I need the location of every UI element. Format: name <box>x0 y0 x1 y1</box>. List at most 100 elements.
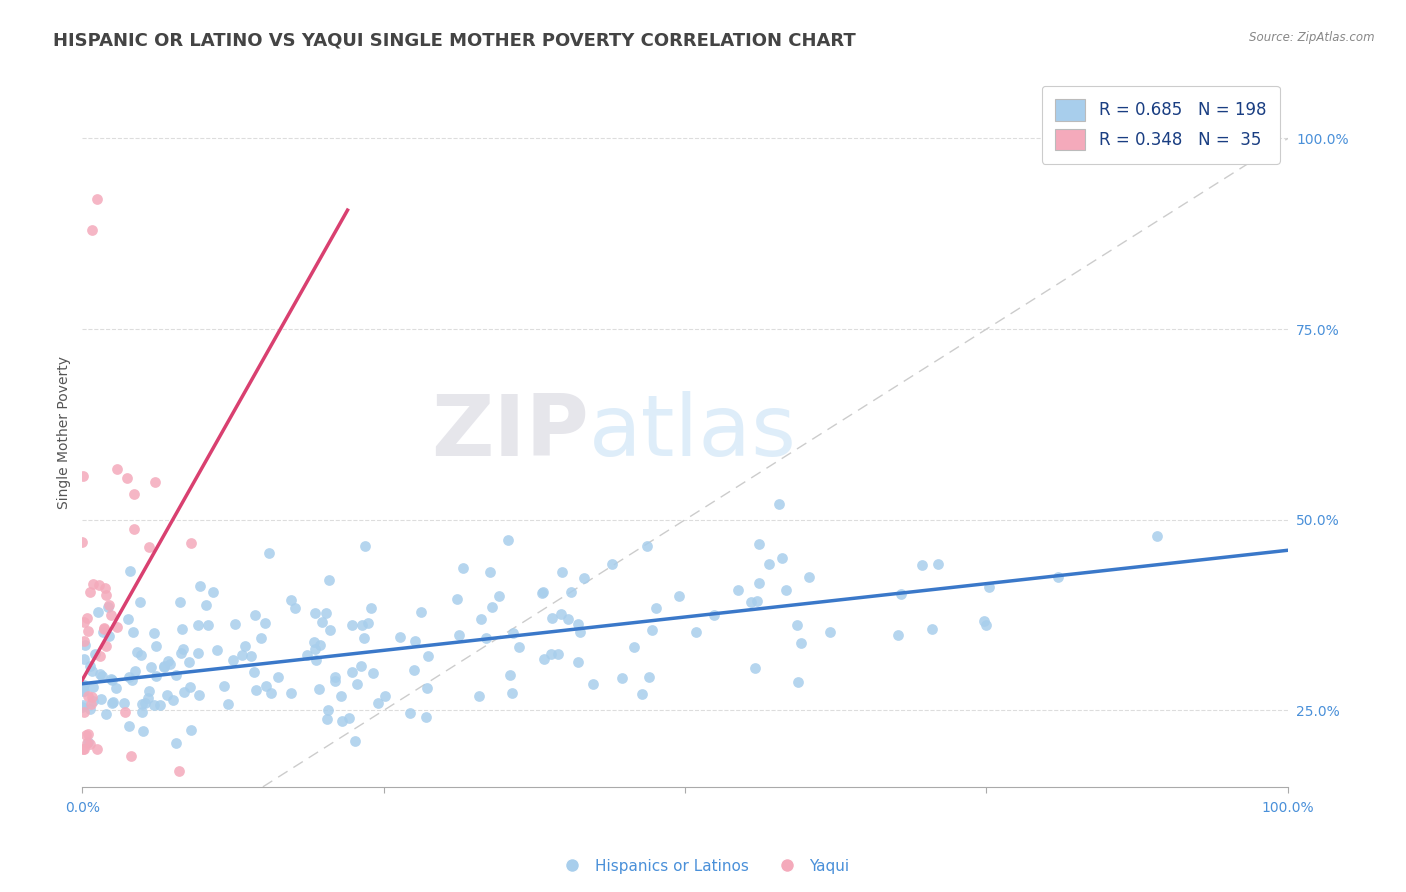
Point <box>744 661 766 675</box>
Point <box>72 741 94 756</box>
Point <box>316 703 339 717</box>
Point <box>172 642 194 657</box>
Point <box>162 693 184 707</box>
Point <box>72 680 94 694</box>
Point <box>169 595 191 609</box>
Point <box>134 696 156 710</box>
Point <box>132 723 155 738</box>
Point <box>350 618 373 632</box>
Point <box>188 579 211 593</box>
Point <box>531 584 554 599</box>
Point <box>551 565 574 579</box>
Point <box>374 689 396 703</box>
Point <box>250 631 273 645</box>
Point <box>323 674 346 689</box>
Point <box>703 608 725 623</box>
Point <box>245 683 267 698</box>
Point <box>93 622 115 636</box>
Point <box>114 705 136 719</box>
Point <box>447 628 470 642</box>
Point <box>758 557 780 571</box>
Point <box>121 673 143 688</box>
Text: Source: ZipAtlas.com: Source: ZipAtlas.com <box>1250 31 1375 45</box>
Point <box>481 600 503 615</box>
Point <box>254 679 277 693</box>
Point <box>131 705 153 719</box>
Point <box>1046 570 1069 584</box>
Point <box>75 638 97 652</box>
Point <box>122 522 145 536</box>
Point <box>156 654 179 668</box>
Point <box>567 655 589 669</box>
Point <box>145 639 167 653</box>
Point <box>94 706 117 721</box>
Point <box>790 636 813 650</box>
Point <box>973 615 995 629</box>
Point <box>890 587 912 601</box>
Text: atlas: atlas <box>589 391 797 474</box>
Point <box>976 617 998 632</box>
Point <box>748 537 770 551</box>
Point <box>568 624 591 639</box>
Point <box>318 574 340 588</box>
Point <box>122 624 145 639</box>
Point <box>567 617 589 632</box>
Point <box>170 646 193 660</box>
Point <box>118 564 141 578</box>
Point <box>167 764 190 779</box>
Point <box>363 666 385 681</box>
Legend: Hispanics or Latinos, Yaqui: Hispanics or Latinos, Yaqui <box>550 853 856 880</box>
Point <box>308 682 330 697</box>
Point <box>581 677 603 691</box>
Point <box>72 699 94 714</box>
Point <box>550 607 572 621</box>
Legend: R = 0.685   N = 198, R = 0.348   N =  35: R = 0.685 N = 198, R = 0.348 N = 35 <box>1042 86 1279 163</box>
Point <box>267 670 290 684</box>
Point <box>508 640 530 655</box>
Point <box>399 706 422 720</box>
Point <box>367 697 389 711</box>
Point <box>79 737 101 751</box>
Point <box>72 698 94 713</box>
Point <box>560 585 582 599</box>
Point <box>97 629 120 643</box>
Point <box>194 598 217 612</box>
Point <box>122 487 145 501</box>
Point <box>911 558 934 573</box>
Point <box>242 665 264 680</box>
Point <box>927 558 949 572</box>
Point <box>165 667 187 681</box>
Point <box>179 680 201 694</box>
Point <box>479 566 502 580</box>
Point <box>304 606 326 620</box>
Point <box>740 595 762 609</box>
Point <box>76 689 98 703</box>
Point <box>496 533 519 548</box>
Point <box>501 686 523 700</box>
Point <box>138 540 160 554</box>
Point <box>89 648 111 663</box>
Point <box>91 625 114 640</box>
Point <box>100 607 122 622</box>
Point <box>79 585 101 599</box>
Point <box>557 612 579 626</box>
Point <box>346 677 368 691</box>
Point <box>187 646 209 660</box>
Point <box>156 688 179 702</box>
Point <box>73 615 96 629</box>
Point <box>610 671 633 685</box>
Point <box>79 659 101 673</box>
Point <box>354 540 377 554</box>
Point <box>260 686 283 700</box>
Point <box>117 471 139 485</box>
Point <box>415 710 437 724</box>
Point <box>118 670 141 684</box>
Point <box>409 605 432 619</box>
Point <box>86 193 108 207</box>
Point <box>787 674 810 689</box>
Point <box>205 642 228 657</box>
Point <box>117 612 139 626</box>
Point <box>112 696 135 710</box>
Point <box>73 706 96 720</box>
Point <box>468 689 491 703</box>
